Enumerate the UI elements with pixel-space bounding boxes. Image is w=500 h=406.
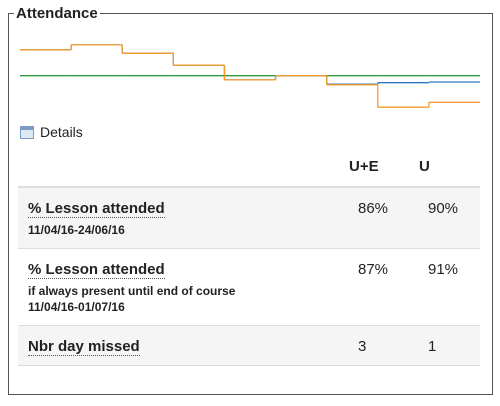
row-sublabel: if always present until end of course [28,284,236,298]
table-row: Nbr day missed 3 1 [18,325,480,366]
value-cell: 3 [348,325,418,366]
value-cell: 87% [348,248,418,326]
value-cell: 91% [418,248,480,326]
row-label-cell: % Lesson attended 11/04/16-24/06/16 [18,187,348,249]
table-row: % Lesson attended 11/04/16-24/06/16 86% 90% [18,187,480,249]
row-sublabels: 11/04/16-24/06/16 [28,222,348,238]
fieldset [8,13,493,395]
fieldset-legend: Attendance [14,5,100,22]
row-sublabels: if always present until end of course 11/… [28,283,348,315]
value-cell: 86% [348,187,418,249]
value-cell: 1 [418,325,480,366]
details-label[interactable]: Details [40,124,83,140]
row-label-cell: % Lesson attended if always present until… [18,248,348,326]
details-icon [20,125,34,139]
row-label[interactable]: Nbr day missed [28,338,140,356]
sparkline [20,44,480,108]
header-cell: U+E [348,146,418,188]
row-sublabel: 11/04/16-01/07/16 [28,300,125,314]
attendance-table: U+E U % Lesson attended 11/04/16-24/06/16… [18,146,480,366]
table-body: % Lesson attended 11/04/16-24/06/16 86% 90%… [18,187,480,366]
row-label-cell: Nbr day missed [18,325,348,366]
header-blank [18,146,348,188]
details-link[interactable]: Details [20,124,83,140]
header-row: U+E U [18,146,480,188]
header-cell: U [418,146,480,188]
table-row: % Lesson attended if always present until… [18,248,480,326]
row-sublabel: 11/04/16-24/06/16 [28,223,125,237]
row-label[interactable]: % Lesson attended [28,200,165,218]
value-cell: 90% [418,187,480,249]
row-label[interactable]: % Lesson attended [28,261,165,279]
